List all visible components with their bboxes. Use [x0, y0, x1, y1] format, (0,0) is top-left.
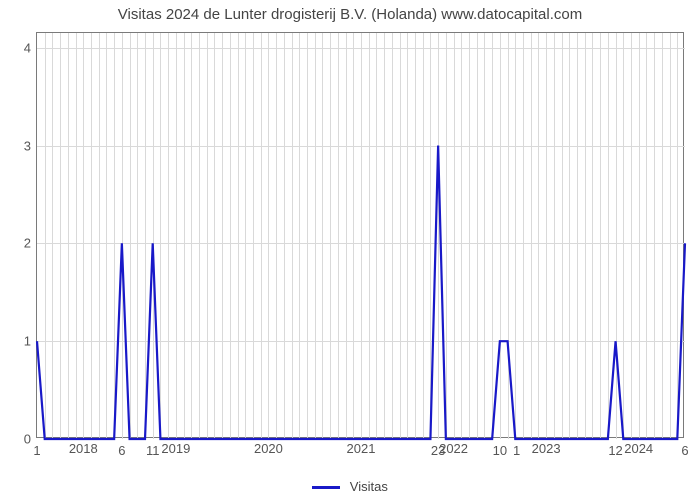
value-label: 12	[608, 443, 622, 458]
legend: Visitas	[0, 479, 700, 494]
legend-label: Visitas	[350, 479, 388, 494]
xtick-label: 2023	[532, 441, 561, 456]
xtick-label: 2024	[624, 441, 653, 456]
value-label: 1	[513, 443, 520, 458]
ytick-label: 1	[24, 334, 31, 349]
xtick-label: 2021	[347, 441, 376, 456]
value-label: 11	[146, 443, 160, 458]
value-label: 6	[118, 443, 125, 458]
ytick-label: 3	[24, 138, 31, 153]
legend-swatch	[312, 486, 340, 489]
chart-title: Visitas 2024 de Lunter drogisterij B.V. …	[0, 6, 700, 23]
value-label: 1	[33, 443, 40, 458]
series-line	[37, 33, 685, 439]
chart-container: Visitas 2024 de Lunter drogisterij B.V. …	[0, 0, 700, 500]
value-label: 6	[681, 443, 688, 458]
ytick-label: 2	[24, 236, 31, 251]
plot-area: 0123420182019202020212022202320241611231…	[36, 32, 684, 438]
xtick-label: 2019	[161, 441, 190, 456]
ytick-label: 4	[24, 40, 31, 55]
ytick-label: 0	[24, 432, 31, 447]
xtick-label: 2018	[69, 441, 98, 456]
value-label: 23	[431, 443, 445, 458]
xtick-label: 2020	[254, 441, 283, 456]
value-label: 10	[493, 443, 507, 458]
